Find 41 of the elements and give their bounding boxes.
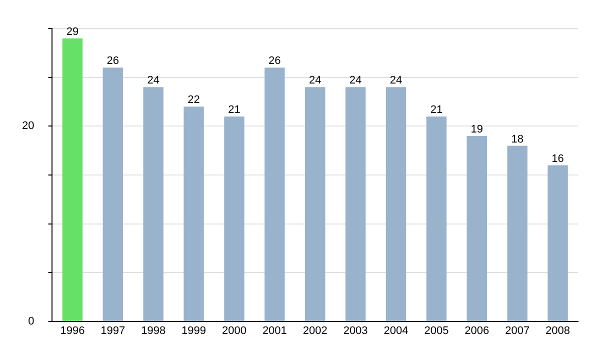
data-label: 18: [511, 133, 524, 146]
data-label: 26: [106, 55, 120, 68]
bar: [224, 116, 244, 321]
bar: [184, 106, 204, 321]
x-tick-label: 2003: [343, 325, 368, 338]
x-tick-label: 2005: [424, 325, 449, 338]
data-label: 24: [390, 74, 402, 87]
data-label: 24: [147, 74, 160, 87]
x-tick-label: 2000: [222, 325, 246, 338]
bar: [345, 87, 366, 321]
x-tick-label: 2007: [505, 325, 530, 338]
y-tick-label: 0: [28, 315, 34, 328]
bar: [507, 146, 528, 321]
data-label: 16: [552, 152, 564, 165]
x-tick-label: 2004: [384, 325, 408, 338]
data-label: 21: [228, 104, 240, 116]
data-label: 26: [268, 55, 281, 68]
x-tick-label: 2006: [464, 325, 490, 338]
bar: [548, 165, 568, 321]
data-label: 29: [66, 26, 79, 38]
bar: [102, 68, 124, 321]
x-tick-label: 2008: [546, 325, 570, 338]
data-label: 24: [349, 74, 362, 87]
x-tick-label: 2002: [302, 325, 328, 338]
y-tick-label: 20: [22, 120, 34, 132]
data-label: 24: [308, 74, 322, 87]
bar: [62, 38, 83, 321]
data-label: 19: [470, 123, 484, 136]
x-tick-label: 1999: [182, 325, 206, 338]
x-tick-label: 1997: [100, 325, 126, 338]
x-tick-label: 1996: [60, 325, 85, 338]
bar: [305, 87, 326, 321]
bar: [143, 87, 164, 321]
bar: [264, 68, 285, 321]
x-tick-label: 1998: [141, 325, 166, 338]
x-tick-label: 2001: [262, 325, 287, 338]
data-label: 21: [430, 104, 443, 116]
bar: [426, 116, 447, 321]
bar: [386, 87, 406, 321]
data-label: 22: [188, 94, 200, 106]
bar: [466, 136, 488, 321]
